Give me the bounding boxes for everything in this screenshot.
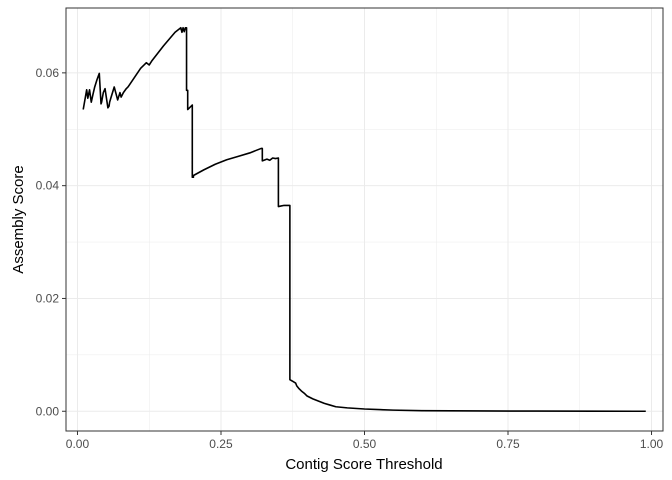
x-tick-label: 0.25: [209, 437, 233, 451]
x-tick-label: 0.00: [66, 437, 90, 451]
y-tick-label: 0.04: [36, 179, 60, 193]
series-layer: [82, 26, 646, 413]
y-axis-title: Assembly Score: [10, 165, 27, 273]
y-tick-label: 0.02: [36, 291, 60, 305]
y-axis: 0.00 0.02 0.04 0.06: [36, 66, 66, 418]
x-tick-label: 0.50: [353, 437, 377, 451]
series-line-0: [82, 26, 646, 413]
x-tick-label: 0.75: [496, 437, 520, 451]
y-tick-label: 0.06: [36, 66, 60, 80]
x-tick-label: 1.00: [640, 437, 664, 451]
y-tick-label: 0.00: [36, 404, 60, 418]
x-axis-title: Contig Score Threshold: [285, 456, 442, 473]
x-axis: 0.00 0.25 0.50 0.75 1.00: [66, 431, 664, 451]
